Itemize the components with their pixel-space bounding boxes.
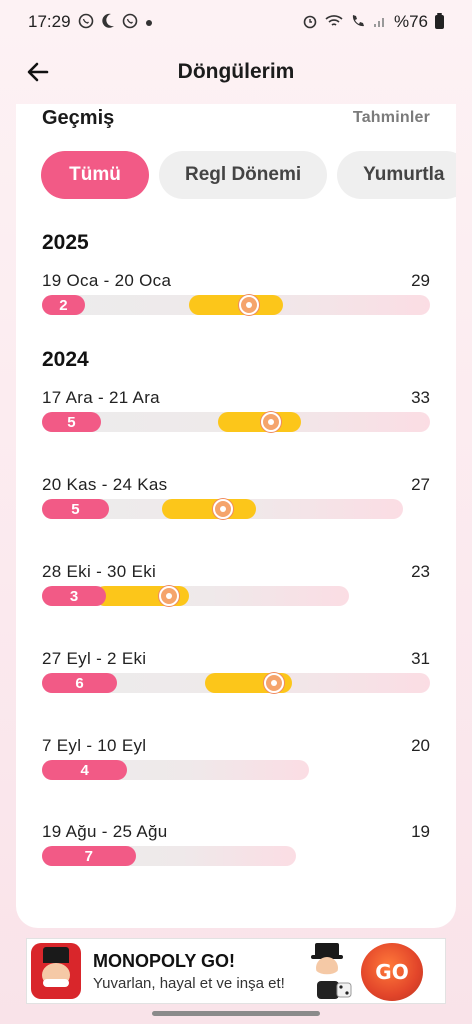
cycle-length: 23 xyxy=(411,562,430,581)
cycle-dates: 28 Eki - 30 Eki xyxy=(42,562,157,581)
ad-go-badge[interactable]: GO xyxy=(361,943,423,1001)
cycle-dates: 19 Ağu - 25 Ağu xyxy=(42,822,168,841)
status-time: 17:29 xyxy=(28,12,71,31)
period-bar: 6 xyxy=(42,673,118,693)
period-bar: 5 xyxy=(42,412,101,432)
cycle-dates: 19 Oca - 20 Oca xyxy=(42,271,172,290)
dot-icon xyxy=(145,14,153,30)
status-left: 17:29 xyxy=(28,12,153,32)
cycle-item[interactable]: 20 Kas - 24 Kas 27 5 xyxy=(42,474,430,524)
ovulation-marker-icon xyxy=(158,586,179,606)
whatsapp-icon xyxy=(122,13,138,32)
fertile-window-bar xyxy=(189,295,283,315)
cycle-item[interactable]: 28 Eki - 30 Eki 23 3 xyxy=(42,561,430,611)
cycle-track: 3 xyxy=(42,586,349,606)
moon-icon xyxy=(101,13,115,32)
wifi-call-icon xyxy=(350,13,366,32)
mascot-icon xyxy=(311,943,352,999)
predictions-link[interactable]: Tahminler xyxy=(352,109,430,126)
cycle-track: 5 xyxy=(42,412,430,432)
cycle-length: 19 xyxy=(411,822,430,841)
arrow-left-icon xyxy=(27,62,49,82)
cycle-dates: 17 Ara - 21 Ara xyxy=(42,388,160,407)
whatsapp-icon xyxy=(78,13,94,32)
battery-percent: %76 xyxy=(393,12,428,31)
cycle-item[interactable]: 7 Eyl - 10 Eyl 20 4 xyxy=(42,735,430,785)
cycle-track: 4 xyxy=(42,760,309,780)
cycle-track: 6 xyxy=(42,673,430,693)
back-button[interactable] xyxy=(22,56,54,88)
chip-ovulation[interactable]: Yumurtla xyxy=(337,151,456,199)
ad-text: MONOPOLY GO! Yuvarlan, hayal et ve inşa … xyxy=(93,951,285,992)
period-bar: 7 xyxy=(42,846,136,866)
card-header: Geçmiş Tahminler xyxy=(42,104,430,132)
cycle-length: 20 xyxy=(411,736,430,755)
ovulation-marker-icon xyxy=(263,673,284,693)
ovulation-marker-icon xyxy=(239,295,260,315)
year-heading: 2025 xyxy=(42,231,89,254)
cycle-history-card: Geçmiş Tahminler Tümü Regl Dönemi Yumurt… xyxy=(16,104,456,928)
cycle-track: 2 xyxy=(42,295,430,315)
cycle-length: 29 xyxy=(411,271,430,290)
filter-chips: Tümü Regl Dönemi Yumurtla xyxy=(41,151,456,199)
history-label: Geçmiş xyxy=(42,106,115,129)
battery-icon xyxy=(435,13,444,29)
chip-period[interactable]: Regl Dönemi xyxy=(159,151,328,199)
app-bar: Döngülerim xyxy=(0,44,472,100)
fertile-window-bar xyxy=(162,499,256,519)
status-bar: 17:29 %76 xyxy=(0,0,472,44)
home-indicator[interactable] xyxy=(152,1011,320,1016)
period-bar: 2 xyxy=(42,295,85,315)
ad-banner[interactable]: MONOPOLY GO! Yuvarlan, hayal et ve inşa … xyxy=(26,938,446,1004)
fertile-window-bar xyxy=(218,412,301,432)
wifi-icon xyxy=(325,14,343,31)
cycle-dates: 27 Eyl - 2 Eki xyxy=(42,649,147,668)
cycle-item[interactable]: 27 Eyl - 2 Eki 31 6 xyxy=(42,648,430,698)
cycle-item[interactable]: 17 Ara - 21 Ara 33 5 xyxy=(42,387,430,437)
cycle-length: 33 xyxy=(411,388,430,407)
page-title: Döngülerim xyxy=(177,60,295,83)
ovulation-marker-icon xyxy=(212,499,233,519)
year-heading: 2024 xyxy=(42,348,89,371)
cycle-length: 31 xyxy=(411,649,430,668)
chip-all[interactable]: Tümü xyxy=(41,151,149,199)
cycle-dates: 20 Kas - 24 Kas xyxy=(42,475,168,494)
period-bar: 5 xyxy=(42,499,109,519)
monopoly-logo-icon xyxy=(31,943,81,999)
ad-subtitle: Yuvarlan, hayal et ve inşa et! xyxy=(93,974,285,992)
period-bar: 3 xyxy=(42,586,107,606)
cycle-item[interactable]: 19 Ağu - 25 Ağu 19 7 xyxy=(42,821,430,871)
cycle-item[interactable]: 19 Oca - 20 Oca 29 2 xyxy=(42,270,430,320)
period-bar: 4 xyxy=(42,760,128,780)
cycle-track: 7 xyxy=(42,846,296,866)
status-right: %76 xyxy=(302,12,444,32)
ad-title: MONOPOLY GO! xyxy=(93,950,236,971)
ovulation-marker-icon xyxy=(261,412,282,432)
cycle-track: 5 xyxy=(42,499,403,519)
cycle-dates: 7 Eyl - 10 Eyl xyxy=(42,736,147,755)
signal-icon xyxy=(373,14,387,31)
cycle-length: 27 xyxy=(411,475,430,494)
alarm-icon xyxy=(302,13,318,32)
